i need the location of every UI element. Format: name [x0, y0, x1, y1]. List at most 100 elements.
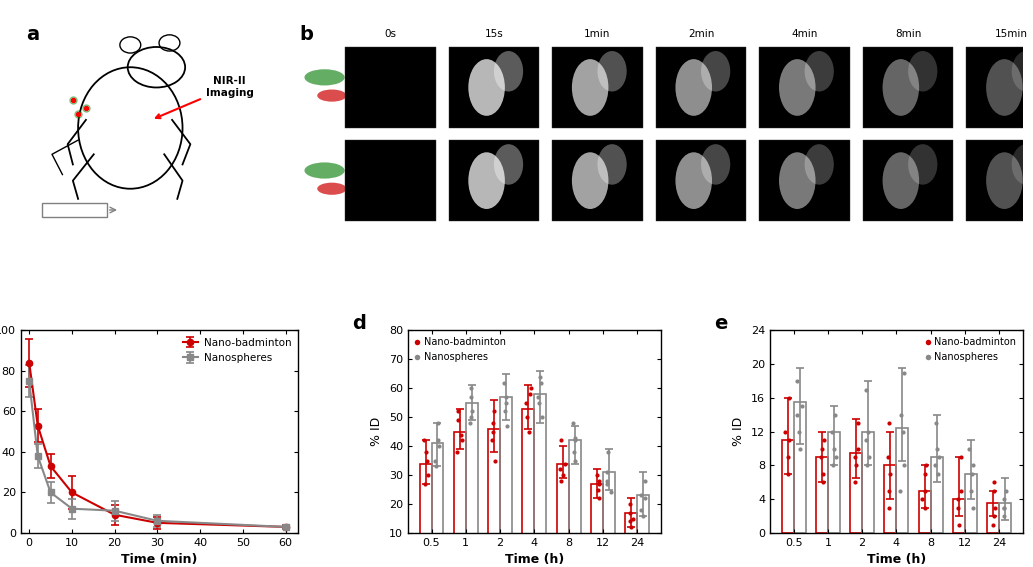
Bar	[553, 47, 643, 128]
Point	[963, 486, 979, 496]
Ellipse shape	[882, 59, 919, 116]
Point	[553, 436, 569, 445]
Point	[463, 392, 479, 401]
Point	[998, 486, 1014, 496]
Point	[931, 452, 947, 462]
Point	[949, 494, 966, 503]
Point	[521, 427, 537, 436]
Ellipse shape	[701, 51, 730, 91]
Point	[985, 486, 1002, 496]
Point	[416, 479, 433, 488]
Text: 8min: 8min	[895, 29, 921, 39]
Bar	[466, 403, 477, 562]
Bar	[432, 443, 443, 562]
Ellipse shape	[572, 153, 608, 209]
Point	[533, 413, 550, 422]
Point	[602, 488, 619, 497]
Ellipse shape	[987, 59, 1023, 116]
Bar	[523, 409, 534, 562]
Bar	[967, 47, 1033, 128]
Text: 2min: 2min	[688, 29, 714, 39]
Point	[555, 471, 571, 480]
Point	[895, 427, 911, 436]
Point	[598, 479, 615, 488]
Text: 15s: 15s	[484, 29, 503, 39]
Ellipse shape	[494, 51, 523, 91]
Text: 15min: 15min	[995, 29, 1028, 39]
Bar	[782, 440, 793, 533]
Point	[450, 407, 467, 416]
Point	[848, 461, 865, 470]
Point	[780, 469, 796, 479]
Point	[918, 461, 935, 470]
Point	[633, 505, 650, 514]
Point	[419, 471, 436, 480]
Bar	[863, 431, 874, 533]
Point	[622, 500, 638, 509]
Point	[996, 511, 1012, 521]
Point	[917, 469, 934, 479]
Point	[813, 452, 829, 462]
Bar	[759, 47, 850, 128]
Point	[464, 407, 480, 416]
Point	[952, 486, 969, 496]
Ellipse shape	[908, 51, 937, 91]
Point	[553, 476, 569, 485]
Point	[930, 469, 946, 479]
Point	[996, 503, 1012, 512]
Text: a: a	[26, 25, 39, 44]
Point	[929, 444, 945, 453]
Point	[533, 378, 550, 387]
Point	[484, 436, 501, 445]
Point	[496, 407, 512, 416]
Ellipse shape	[1011, 51, 1033, 91]
Point	[636, 494, 653, 503]
Text: e: e	[715, 314, 728, 333]
Point	[498, 392, 514, 401]
Point	[427, 456, 443, 465]
Point	[591, 494, 607, 503]
Point	[450, 416, 467, 425]
Point	[880, 503, 897, 512]
Text: 4min: 4min	[791, 29, 818, 39]
Point	[453, 430, 470, 439]
Point	[635, 511, 652, 520]
Point	[598, 468, 615, 477]
Point	[624, 514, 640, 523]
Point	[523, 390, 539, 399]
Ellipse shape	[597, 51, 627, 91]
Point	[591, 479, 607, 488]
Point	[567, 456, 584, 465]
Bar	[656, 47, 747, 128]
Text: b: b	[299, 25, 313, 44]
Point	[565, 418, 582, 428]
Point	[965, 461, 981, 470]
Point	[891, 486, 908, 496]
Point	[984, 520, 1001, 529]
Y-axis label: % ID: % ID	[732, 417, 746, 446]
Point	[415, 436, 432, 445]
Point	[846, 478, 863, 487]
Bar	[448, 47, 539, 128]
Point	[530, 392, 546, 401]
Bar	[953, 499, 965, 533]
Ellipse shape	[805, 144, 834, 185]
Bar	[988, 503, 999, 533]
Legend: Nano-badminton, Nanospheres: Nano-badminton, Nanospheres	[181, 336, 293, 365]
Point	[486, 418, 502, 428]
Point	[961, 444, 977, 453]
Point	[860, 452, 877, 462]
Point	[431, 442, 447, 451]
Point	[859, 427, 876, 436]
Point	[484, 427, 501, 436]
Point	[791, 444, 808, 453]
Ellipse shape	[676, 153, 712, 209]
Ellipse shape	[317, 90, 346, 101]
Point	[914, 494, 931, 503]
Bar	[488, 429, 500, 562]
Text: 0s: 0s	[384, 29, 397, 39]
Ellipse shape	[701, 144, 730, 185]
Point	[964, 503, 980, 512]
Bar	[827, 431, 840, 533]
Ellipse shape	[317, 183, 346, 195]
